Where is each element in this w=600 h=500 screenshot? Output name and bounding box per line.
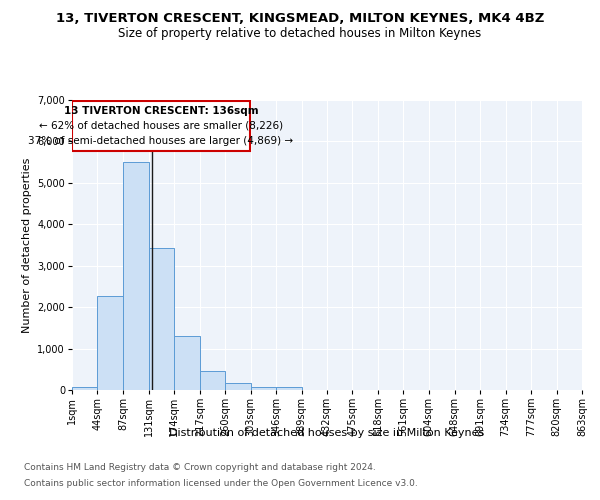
Bar <box>225 384 251 390</box>
Text: 13 TIVERTON CRESCENT: 136sqm: 13 TIVERTON CRESCENT: 136sqm <box>64 106 259 116</box>
Bar <box>200 371 225 390</box>
Text: Distribution of detached houses by size in Milton Keynes: Distribution of detached houses by size … <box>169 428 485 438</box>
Bar <box>72 101 250 150</box>
Text: Contains HM Land Registry data © Crown copyright and database right 2024.: Contains HM Land Registry data © Crown c… <box>24 464 376 472</box>
Bar <box>175 336 200 390</box>
Bar <box>251 386 276 390</box>
Bar <box>72 387 97 390</box>
Bar <box>149 248 175 390</box>
Bar <box>276 387 302 390</box>
Bar <box>123 162 149 390</box>
Text: 13, TIVERTON CRESCENT, KINGSMEAD, MILTON KEYNES, MK4 4BZ: 13, TIVERTON CRESCENT, KINGSMEAD, MILTON… <box>56 12 544 26</box>
Text: ← 62% of detached houses are smaller (8,226): ← 62% of detached houses are smaller (8,… <box>39 120 283 130</box>
Text: Size of property relative to detached houses in Milton Keynes: Size of property relative to detached ho… <box>118 28 482 40</box>
Text: Contains public sector information licensed under the Open Government Licence v3: Contains public sector information licen… <box>24 478 418 488</box>
Text: 37% of semi-detached houses are larger (4,869) →: 37% of semi-detached houses are larger (… <box>28 136 293 145</box>
Y-axis label: Number of detached properties: Number of detached properties <box>22 158 32 332</box>
Bar <box>97 296 123 390</box>
